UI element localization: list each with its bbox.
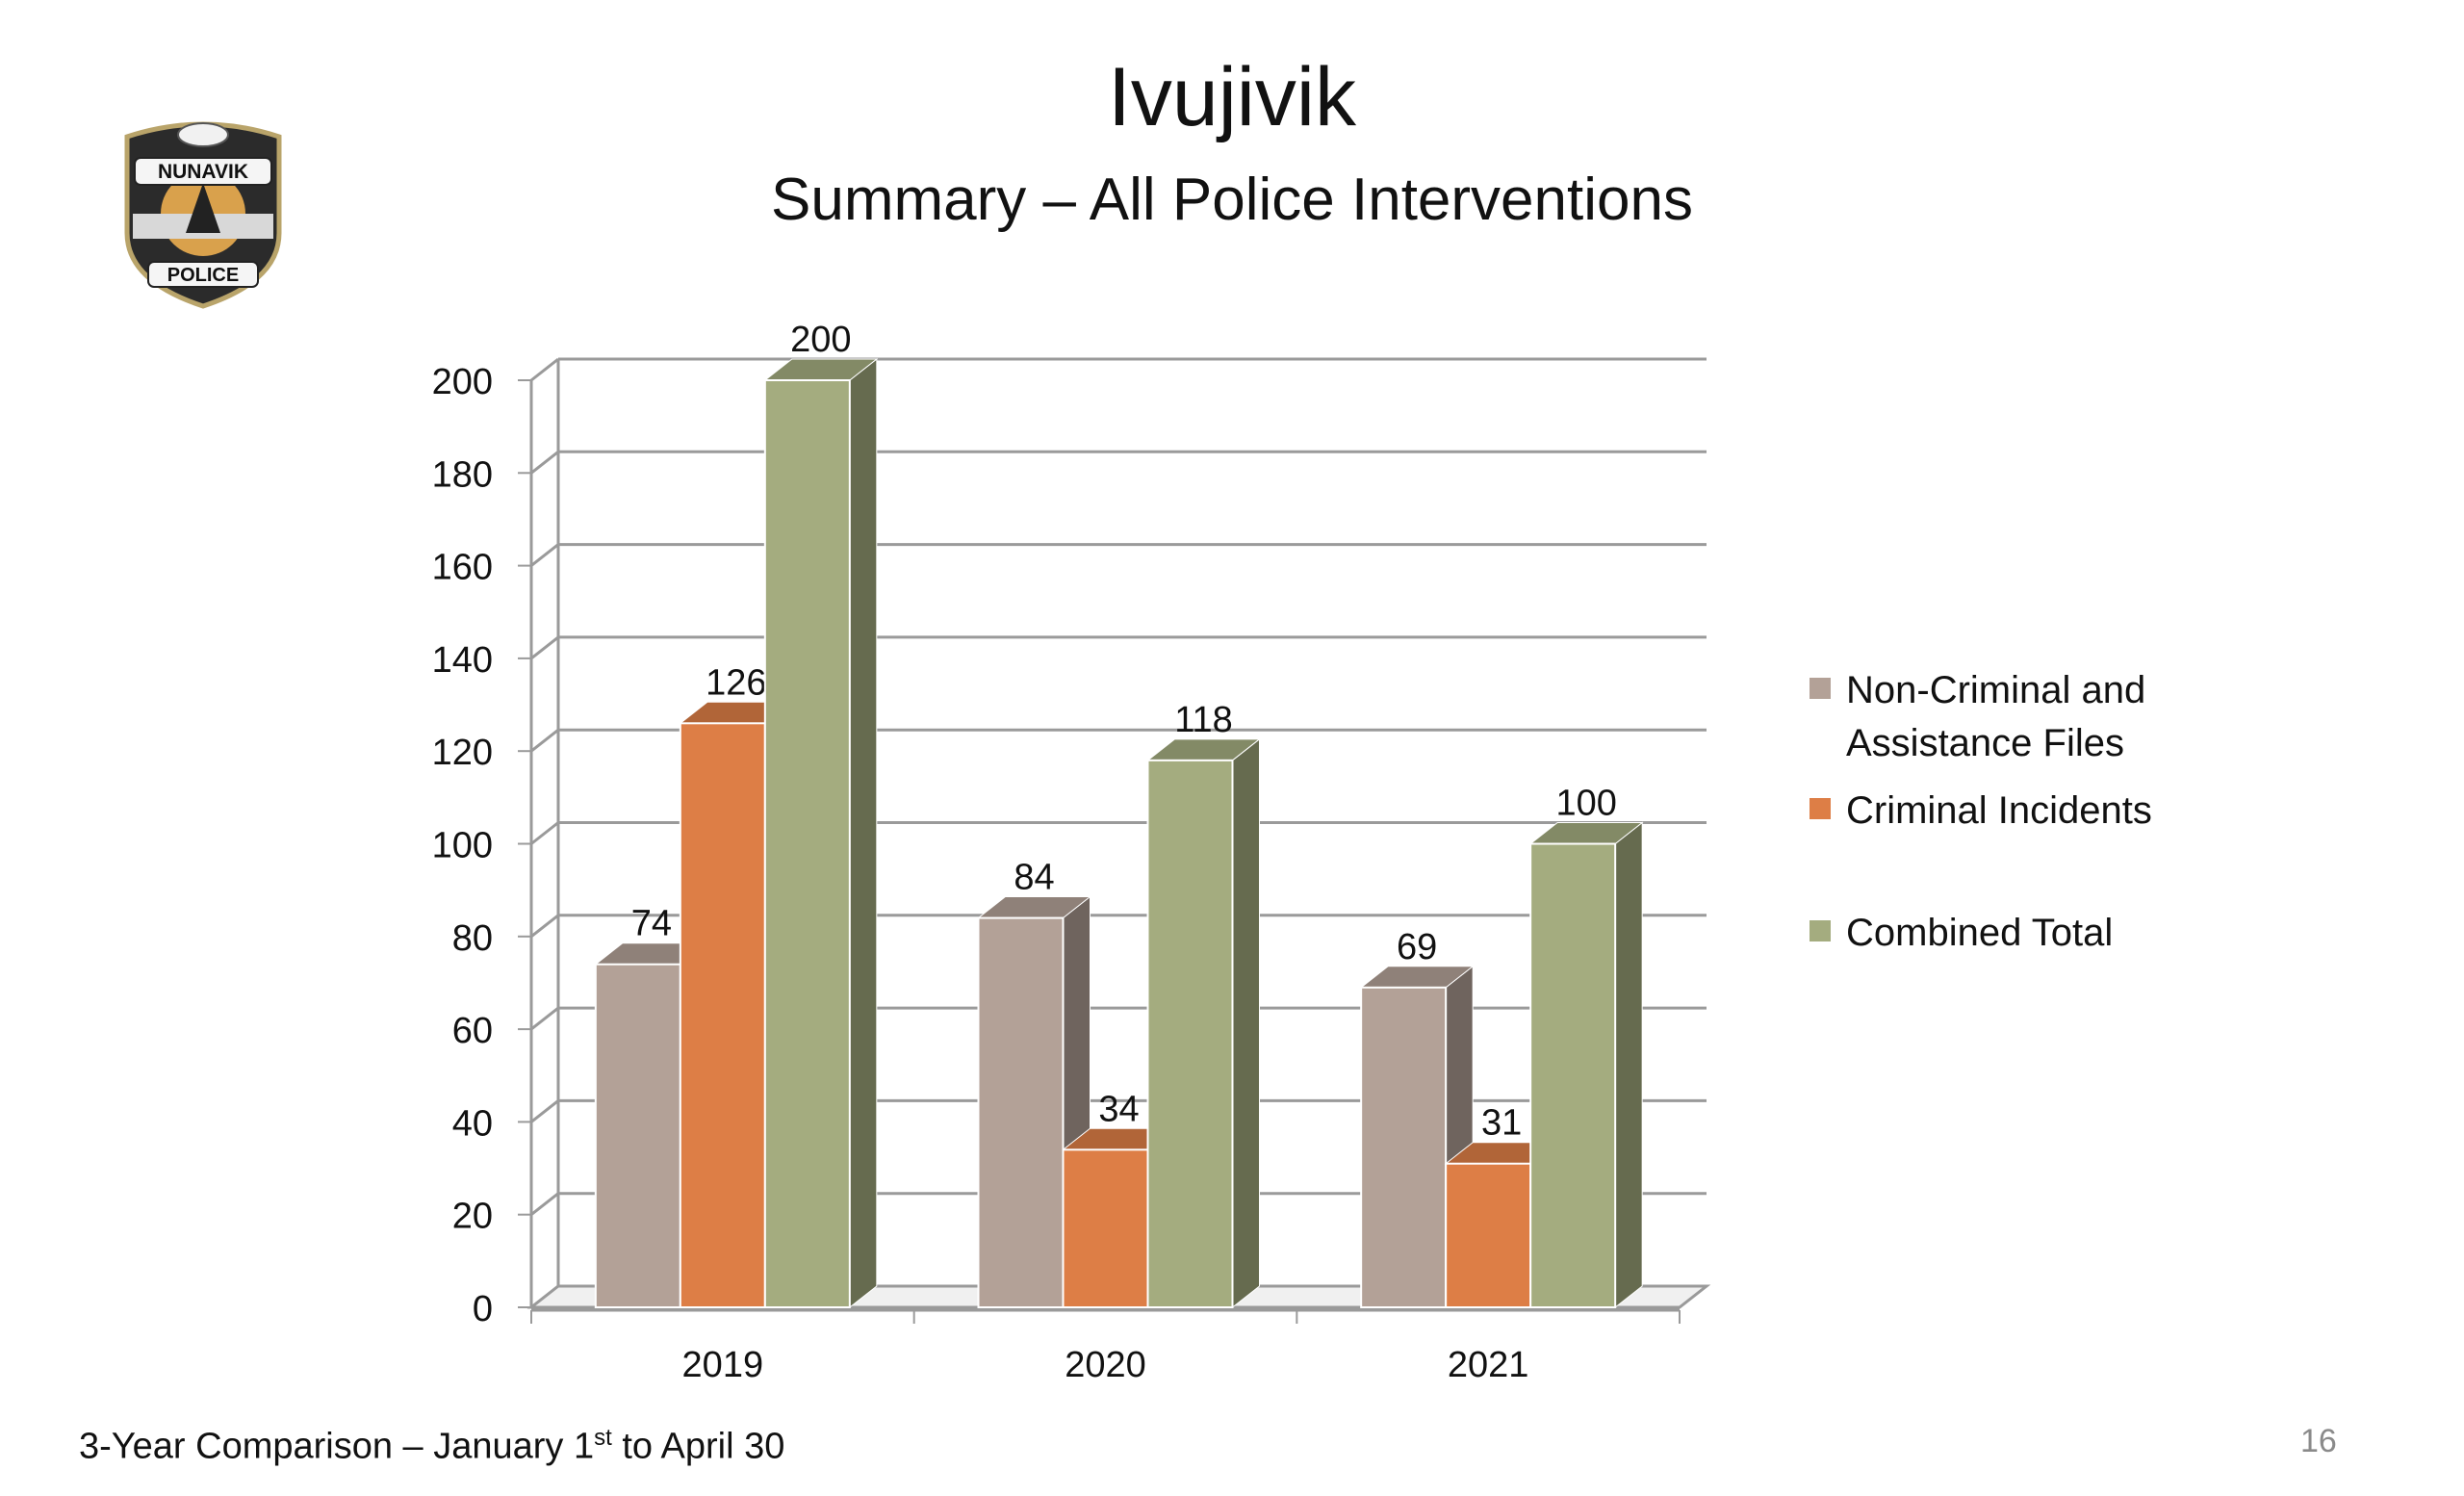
data-label: 34 [1098, 1089, 1139, 1129]
gridline-depth [530, 543, 559, 567]
legend-swatch-combined [1810, 920, 1831, 941]
gridline-depth [530, 1099, 559, 1123]
data-label: 200 [790, 320, 851, 360]
legend-label-criminal: Criminal Incidents [1846, 789, 2152, 832]
data-label: 118 [1174, 700, 1233, 740]
gridline-depth [530, 1192, 559, 1216]
gridline-depth [530, 451, 559, 475]
bar [594, 963, 681, 1308]
footer-superscript: st [594, 1425, 612, 1451]
legend-label-non-criminal-line1: Non-Criminal and [1846, 669, 2146, 711]
bar [763, 379, 851, 1308]
gridline-depth [530, 914, 559, 938]
legend-label-non-criminal-line2: Assistance Files [1846, 722, 2124, 764]
y-tick-label: 180 [432, 454, 493, 495]
gridline-depth [530, 635, 559, 660]
y-tick-label: 200 [432, 362, 493, 402]
data-label: 31 [1481, 1103, 1522, 1144]
gridline-depth [530, 1006, 559, 1031]
page-number: 16 [2300, 1423, 2337, 1459]
bar [1529, 842, 1617, 1308]
svg-text:POLICE: POLICE [167, 265, 239, 286]
bar [1360, 986, 1448, 1308]
y-tick-label: 100 [432, 826, 493, 866]
gridline-depth [530, 357, 559, 382]
data-label: 74 [631, 904, 672, 944]
x-tick-label: 2021 [1448, 1345, 1529, 1385]
bar [977, 916, 1065, 1308]
gridline-depth [530, 729, 559, 753]
bar [1146, 759, 1234, 1308]
data-label: 126 [706, 662, 766, 703]
legend-swatch-criminal [1810, 798, 1831, 819]
y-tick-label: 0 [473, 1289, 493, 1329]
svg-text:NUNAVIK: NUNAVIK [158, 161, 248, 183]
nunavik-police-logo: NUNAVIK POLICE [114, 117, 293, 312]
legend-item-non-criminal: Non-Criminal and Assistance Files [1810, 664, 2348, 770]
y-tick-label: 40 [452, 1103, 493, 1144]
data-label: 84 [1014, 858, 1054, 898]
y-tick-label: 140 [432, 640, 493, 681]
bar-side [1614, 821, 1643, 1309]
chart-subtitle: Summary – All Police Interventions [771, 167, 1693, 233]
legend-swatch-non-criminal [1810, 678, 1831, 699]
data-label: 100 [1555, 784, 1616, 824]
chart-title: Ivujivik [1107, 51, 1357, 143]
data-label: 69 [1397, 927, 1437, 967]
y-tick-label: 80 [452, 918, 493, 959]
bar-side [849, 357, 878, 1309]
x-tick-label: 2020 [1065, 1345, 1146, 1385]
x-tick-label: 2019 [682, 1345, 764, 1385]
bar [679, 722, 766, 1308]
legend-label-combined: Combined Total [1846, 912, 2114, 954]
y-tick-label: 20 [452, 1197, 493, 1237]
footer-note: 3-Year Comparison – January 1st to April… [79, 1425, 785, 1467]
y-tick-label: 120 [432, 733, 493, 773]
legend-item-combined: Combined Total [1810, 907, 2348, 960]
y-tick-label: 60 [452, 1011, 493, 1051]
y-tick-label: 160 [432, 548, 493, 588]
bar [1062, 1148, 1149, 1309]
gridline-depth [530, 821, 559, 845]
bar [1445, 1162, 1532, 1308]
bar-side [1232, 737, 1260, 1309]
legend-item-criminal: Criminal Incidents [1810, 785, 2348, 838]
